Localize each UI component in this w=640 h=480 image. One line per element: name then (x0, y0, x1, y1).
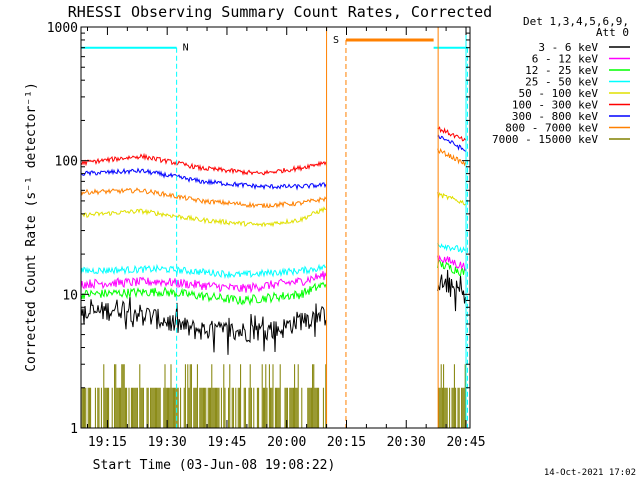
x-tick-label-3: 19:45 (207, 435, 246, 450)
legend-label-3: 12 - 25 keV (525, 64, 598, 77)
series-5-before (80, 206, 327, 228)
series-7-after (437, 134, 466, 152)
series-8-before (80, 187, 327, 209)
series-2-after (437, 254, 466, 271)
ticks: 1 10 100 1000 19:15 19:30 19:45 20:00 20:15 20:30… (47, 21, 486, 450)
annotation-label-2: S (333, 35, 339, 46)
x-tick-label-1: 19:15 (88, 435, 127, 450)
y-axis-label: Corrected Count Rate (s⁻¹ detector⁻¹) (24, 82, 39, 372)
series-6-before (80, 152, 327, 176)
legend-label-9: 7000 - 15000 keV (492, 133, 598, 146)
y-tick-label-2: 10 (62, 288, 78, 303)
series-9-after (438, 364, 466, 428)
series-7-before (80, 167, 327, 191)
plot-frame (80, 26, 471, 429)
x-axis-label: Start Time (03-Jun-08 19:08:22) (93, 458, 336, 473)
series-3-before (80, 281, 327, 306)
series-9-before (80, 364, 327, 428)
legend-label-6: 100 - 300 keV (512, 99, 598, 112)
series-6-after (437, 126, 466, 142)
x-tick-label-6: 20:30 (387, 435, 426, 450)
annotations: NS (80, 27, 468, 428)
legend-label-5: 50 - 100 keV (519, 87, 599, 100)
x-tick-label-5: 20:15 (327, 435, 366, 450)
plot-data (80, 126, 466, 428)
legend-label-2: 6 - 12 keV (532, 53, 599, 66)
x-tick-label-4: 20:00 (267, 435, 306, 450)
series-5-after (437, 192, 466, 206)
legend-header-1: Det 1,3,4,5,6,9, (523, 15, 629, 28)
x-tick-label-7: 20:45 (446, 435, 485, 450)
annotation-label-1: N (183, 43, 189, 54)
series-4-before (80, 263, 327, 279)
series-3-after (437, 259, 466, 277)
legend-label-1: 3 - 6 keV (538, 41, 598, 54)
legend-label-4: 25 - 50 keV (525, 76, 598, 89)
series-4-after (437, 242, 466, 254)
axes (80, 26, 471, 429)
chart-title: RHESSI Observing Summary Count Rates, Co… (68, 3, 492, 21)
x-tick-label-2: 19:30 (148, 435, 187, 450)
legend-header-2: Att 0 (596, 26, 629, 39)
series-1-before (80, 296, 327, 355)
y-tick-label-3: 100 (55, 155, 78, 170)
y-tick-label-4: 1000 (47, 21, 78, 36)
series-8-after (437, 147, 466, 167)
legend-label-7: 300 - 800 keV (512, 110, 598, 123)
timestamp: 14-Oct-2021 17:02 (544, 468, 636, 478)
y-tick-label-1: 1 (70, 422, 78, 437)
series-2-before (80, 271, 327, 294)
legend-label-8: 800 - 7000 keV (505, 122, 598, 135)
series-1-after (437, 269, 466, 312)
